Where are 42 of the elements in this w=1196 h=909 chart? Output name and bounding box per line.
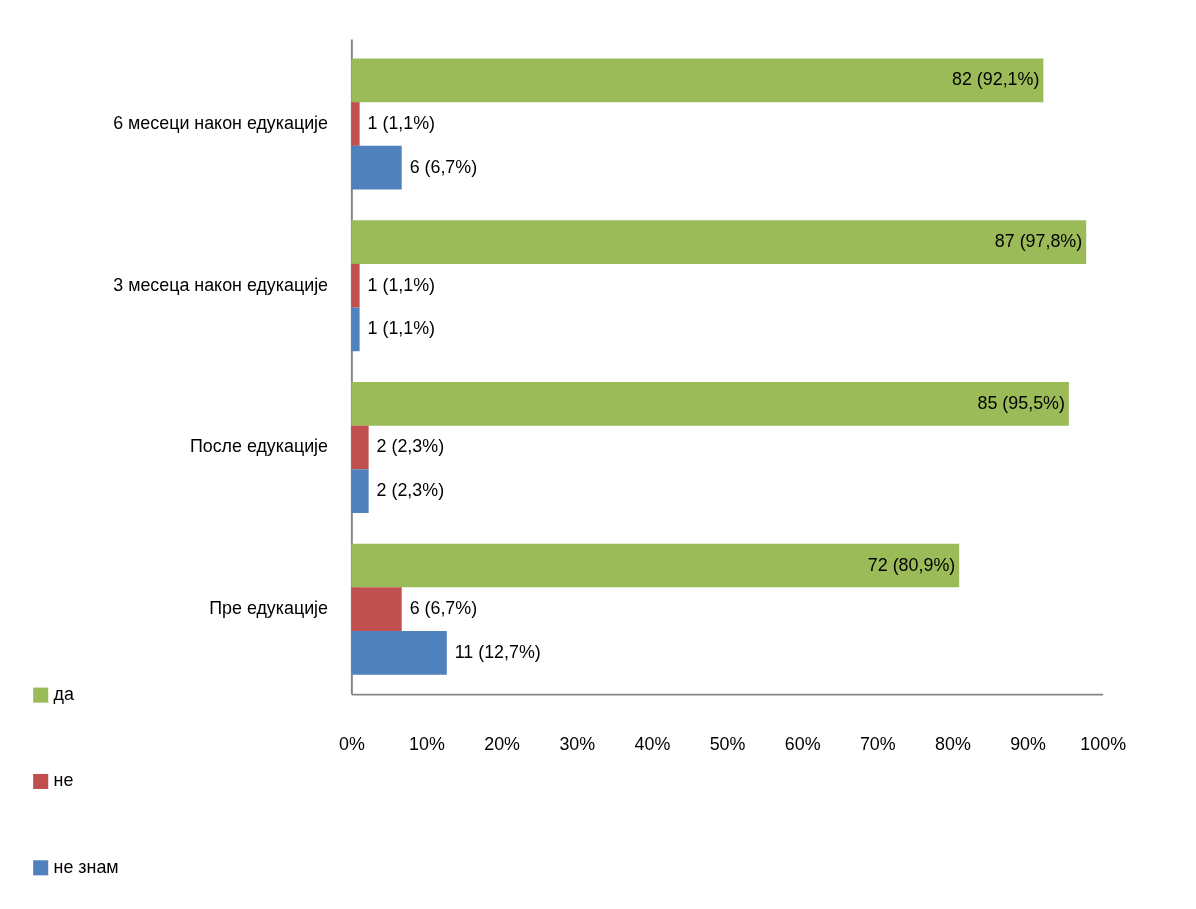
bar xyxy=(351,263,360,308)
x-tick-label: 50% xyxy=(709,734,746,755)
bar xyxy=(351,102,360,146)
y-tick-label: Пре едукације xyxy=(209,598,329,619)
bar xyxy=(351,631,447,675)
x-tick-label: 60% xyxy=(784,734,821,755)
y-tick-label: 6 месеци након едукације xyxy=(113,112,329,133)
x-tick-label: 20% xyxy=(484,734,521,755)
data-label: 82 (92,1%) xyxy=(952,69,1040,90)
data-label: 87 (97,8%) xyxy=(994,231,1083,252)
bar xyxy=(351,425,369,470)
x-tick-label: 40% xyxy=(634,734,671,755)
data-label: 1 (1,1%) xyxy=(367,274,436,295)
data-label: 1 (1,1%) xyxy=(367,318,436,339)
y-tick-label: После едукације xyxy=(189,436,329,457)
x-tick-label: 10% xyxy=(409,734,445,755)
y-tick-label: 3 месеца након едукације xyxy=(113,274,329,295)
legend-label: не знам xyxy=(53,856,119,877)
bar xyxy=(351,587,402,632)
data-label: 2 (2,3%) xyxy=(376,436,445,457)
x-tick-label: 30% xyxy=(559,734,596,755)
x-tick-label: 80% xyxy=(935,734,971,755)
data-label: 2 (2,3%) xyxy=(376,480,445,501)
x-tick-label: 100% xyxy=(1080,734,1127,755)
bar xyxy=(351,220,1087,264)
data-label: 85 (95,5%) xyxy=(977,392,1065,413)
bar xyxy=(351,469,369,513)
bar xyxy=(351,58,1044,103)
data-label: 11 (12,7%) xyxy=(454,641,541,662)
x-tick-label: 90% xyxy=(1010,734,1047,755)
legend-label: да xyxy=(53,684,75,705)
data-label: 72 (80,9%) xyxy=(867,554,956,575)
bar xyxy=(351,381,1069,426)
data-label: 6 (6,7%) xyxy=(409,598,478,619)
data-label: 6 (6,7%) xyxy=(409,156,478,177)
bar xyxy=(351,307,360,352)
x-tick-label: 0% xyxy=(338,734,365,755)
x-tick-label: 70% xyxy=(859,734,896,755)
data-label: 1 (1,1%) xyxy=(367,112,436,133)
legend-label: не xyxy=(53,770,74,791)
bar xyxy=(351,543,960,588)
bar xyxy=(351,145,402,190)
